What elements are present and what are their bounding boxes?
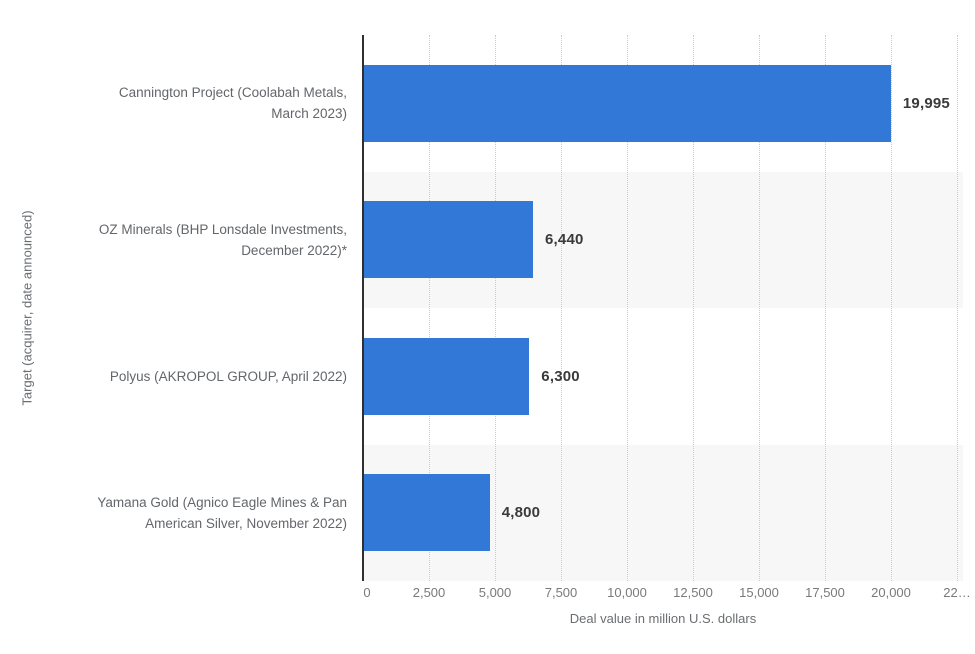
category-label-line: December 2022)* [241, 242, 347, 258]
category-label-line: OZ Minerals (BHP Lonsdale Investments, [98, 221, 347, 237]
category-label-line: March 2023) [271, 106, 347, 122]
category-label-line: American Silver, November 2022) [145, 515, 347, 531]
bar-polyus [363, 337, 530, 415]
category-label-line: Polyus (AKROPOL GROUP, April 2022) [109, 368, 347, 384]
category-label: Cannington Project (Coolabah Metals, Mar… [0, 35, 363, 172]
bar-row: 4,800 [363, 445, 963, 582]
plot-area: 19,995 6,440 6,300 4,800 [362, 35, 963, 581]
bar-row: 19,995 [363, 35, 963, 172]
bar-rows: 19,995 6,440 6,300 4,800 [363, 35, 963, 581]
bar-oz-minerals [363, 201, 533, 279]
gridline [891, 35, 892, 581]
chart-body: Cannington Project (Coolabah Metals, Mar… [0, 35, 963, 581]
value-label: 6,440 [545, 231, 584, 249]
row-bands [363, 35, 963, 581]
gridline [759, 35, 760, 581]
gridline [693, 35, 694, 581]
category-label-line: Yamana Gold (Agnico Eagle Mines & Pan [97, 494, 347, 510]
bar-row: 6,300 [363, 308, 963, 445]
value-label: 4,800 [501, 504, 541, 522]
gridline [825, 35, 826, 581]
x-axis-ticks: 0 2,500 5,000 7,500 10,000 12,500 15,000 17,500… [363, 585, 970, 603]
category-label: Yamana Gold (Agnico Eagle Mines & Pan Am… [0, 445, 363, 582]
x-axis-title: Deal value in million U.S. dollars [569, 611, 757, 626]
gridline [495, 35, 496, 581]
x-tick-label: 12,500 [673, 585, 713, 600]
x-tick-label: 10,000 [607, 585, 647, 600]
gridline [561, 35, 562, 581]
bar-yamana-gold [363, 474, 490, 552]
gridlines [363, 35, 963, 581]
x-tick-label: 5,000 [478, 585, 512, 600]
x-tick-label: 7,500 [544, 585, 578, 600]
x-tick-label: 15,000 [739, 585, 779, 600]
gridline [957, 35, 958, 581]
category-labels: Cannington Project (Coolabah Metals, Mar… [0, 35, 363, 581]
category-label: OZ Minerals (BHP Lonsdale Investments, D… [0, 172, 363, 309]
bar-cannington-project [363, 64, 891, 142]
bar-row: 6,440 [363, 172, 963, 309]
x-tick-label: 2,500 [412, 585, 446, 600]
category-label: Polyus (AKROPOL GROUP, April 2022) [0, 308, 363, 445]
x-tick-label: 0 [363, 585, 371, 600]
x-tick-label: 17,500 [805, 585, 845, 600]
gridline [429, 35, 430, 581]
x-tick-label: 20,000 [871, 585, 911, 600]
gridline [627, 35, 628, 581]
x-tick-label: 22… [943, 585, 971, 600]
category-label-line: Cannington Project (Coolabah Metals, [118, 85, 347, 101]
value-label: 19,995 [902, 94, 950, 112]
value-label: 6,300 [541, 367, 580, 385]
y-axis-line [362, 35, 364, 581]
